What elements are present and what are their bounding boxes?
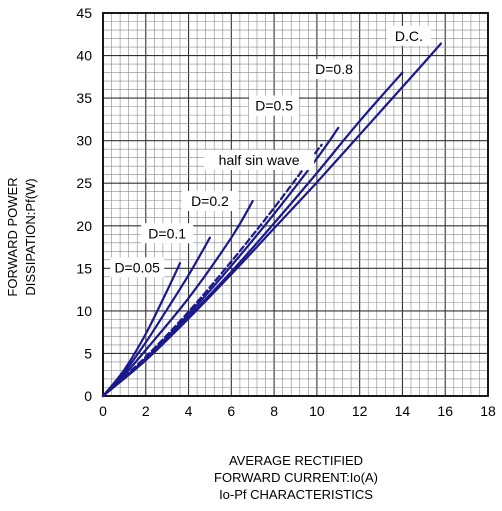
y-tick-label: 35 — [76, 90, 92, 106]
y-tick-label: 20 — [76, 218, 92, 234]
x-tick-label: 16 — [437, 403, 453, 419]
series-label-half-sin-wave: half sin wave — [219, 152, 300, 168]
series-label-bg-d-0-1 — [141, 223, 194, 244]
x-tick-label: 10 — [309, 403, 325, 419]
x-axis-label-line-2: FORWARD CURRENT:Io(A) — [214, 470, 378, 485]
y-tick-label: 45 — [76, 5, 92, 21]
series-label-bg-d-0-2 — [181, 190, 238, 211]
series-labels: D=0.05 D=0.1 D=0.2 half sin wave D=0.5 D=0.8 D… — [110, 25, 431, 278]
series-label-d-0-1: D=0.1 — [148, 225, 186, 241]
x-axis-label-line-1: AVERAGE RECTIFIED — [229, 453, 363, 468]
x-tick-label: 12 — [352, 403, 368, 419]
x-tick-label: 14 — [395, 403, 411, 419]
y-tick-label: 15 — [76, 260, 92, 276]
y-tick-label: 5 — [84, 345, 92, 361]
x-tick-label: 2 — [142, 403, 150, 419]
series-label-bg-d-0-5 — [249, 95, 300, 116]
series-line-d-0-1 — [101, 236, 211, 398]
x-tick-label: 8 — [270, 403, 278, 419]
plot-frame — [102, 12, 489, 397]
series-label-bg-d-c — [386, 25, 431, 46]
x-tick-label: 0 — [99, 403, 107, 419]
y-tick-label: 10 — [76, 303, 92, 319]
y-tick-label: 25 — [76, 175, 92, 191]
tick-labels: 0 2 4 6 8 10 12 14 16 18 0 5 10 15 20 25 30 35 40 45 — [76, 5, 496, 419]
series-line-d-0-2 — [101, 200, 254, 398]
series-line-d-c — [101, 42, 442, 398]
series-label-d-0-2: D=0.2 — [191, 193, 229, 209]
series-label-bg-half-sin-wave — [204, 150, 315, 171]
series-line-half-sin-wave — [101, 143, 323, 398]
y-tick-label: 40 — [76, 48, 92, 64]
x-tick-label: 6 — [227, 403, 235, 419]
series-group — [101, 42, 442, 398]
y-tick-label: 30 — [76, 133, 92, 149]
series-label-bg-d-0-8 — [310, 59, 358, 80]
series-label-d-0-8: D=0.8 — [315, 61, 353, 77]
y-axis-label-line-1: FORWARD POWER — [5, 177, 20, 296]
x-tick-label: 18 — [480, 403, 496, 419]
series-label-d-c: D.C. — [395, 28, 423, 44]
y-axis-label-line-2: DISSIPATION:Pf(W) — [23, 178, 38, 295]
x-tick-label: 4 — [185, 403, 193, 419]
y-tick-label: 0 — [84, 388, 92, 404]
chart-title: Io-Pf CHARACTERISTICS — [219, 487, 373, 502]
series-label-d-0-05: D=0.05 — [114, 259, 160, 275]
series-label-d-0-5: D=0.5 — [255, 98, 293, 114]
series-label-bg-d-0-05 — [110, 257, 165, 278]
